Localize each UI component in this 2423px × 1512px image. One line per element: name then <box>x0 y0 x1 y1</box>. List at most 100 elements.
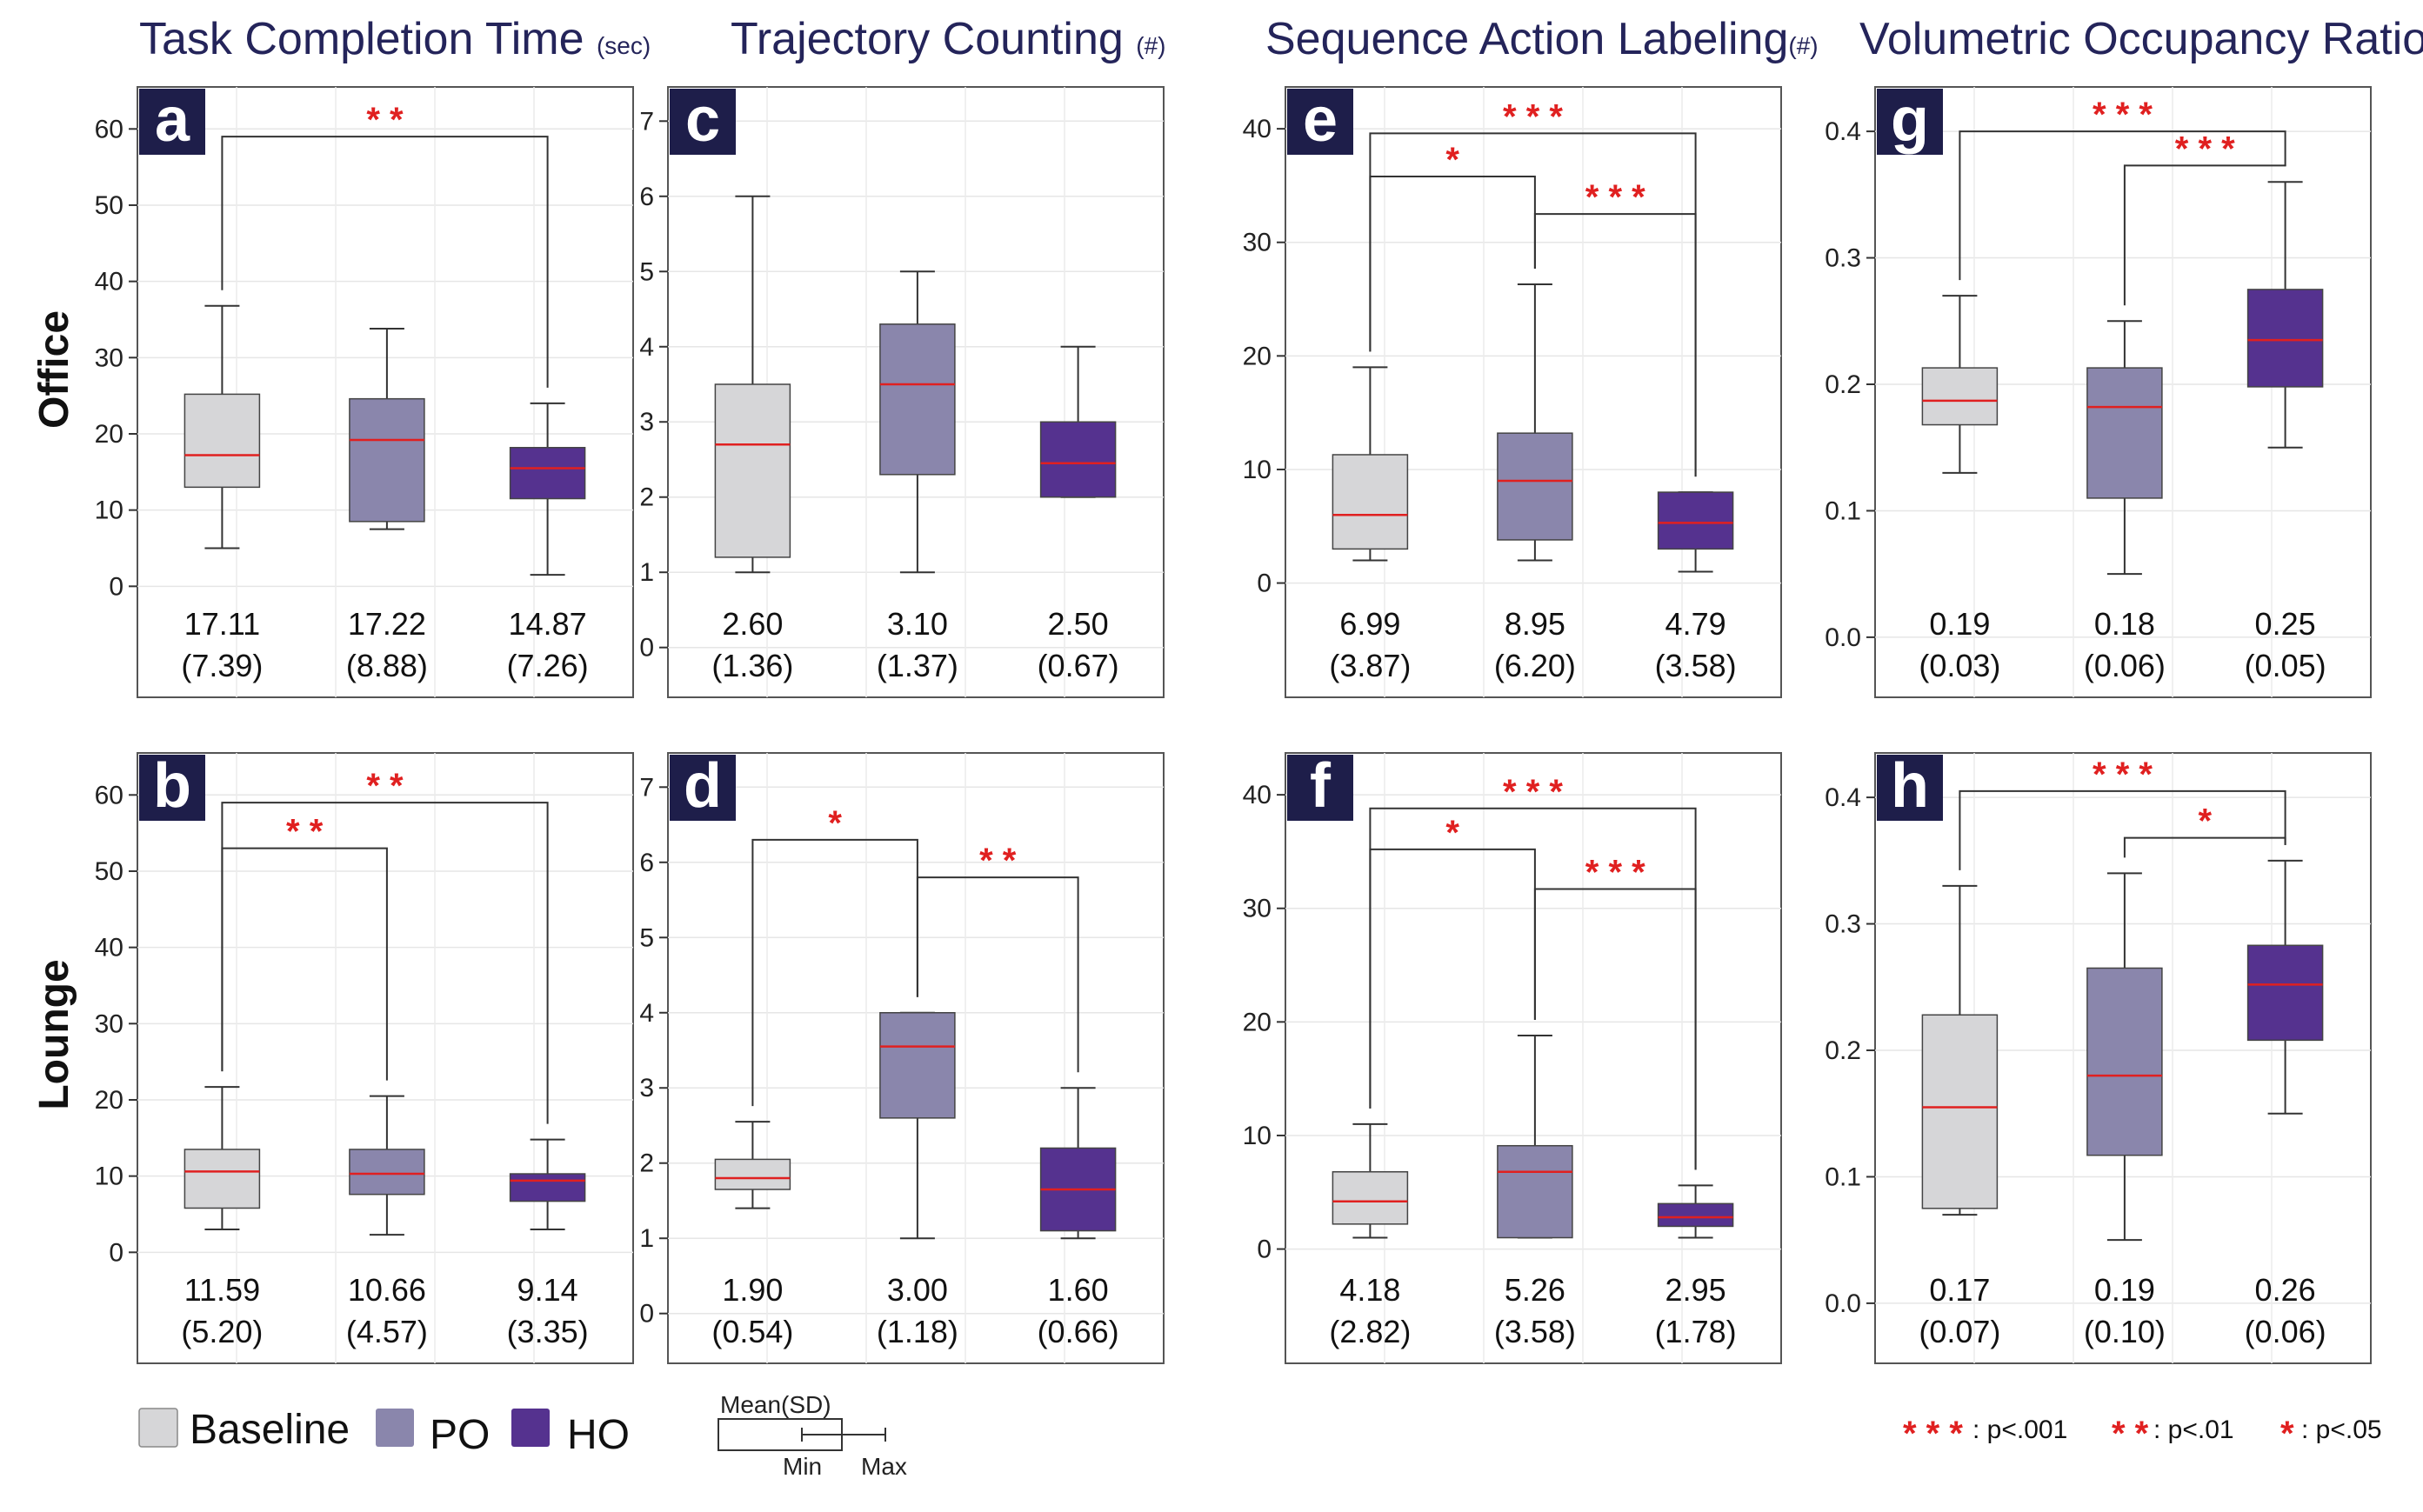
legend-label-ho: HO <box>567 1412 630 1458</box>
mean-value: 0.19 <box>2094 1272 2155 1308</box>
bracket-line <box>221 847 388 1081</box>
panel-badge <box>1877 89 1943 155</box>
panel-badge <box>139 89 205 155</box>
sd-value: (5.20) <box>181 1314 263 1349</box>
panel-letter: f <box>1310 751 1332 821</box>
panel-letter: b <box>153 751 191 821</box>
box-iqr <box>1921 1014 1999 1209</box>
box-ho: 1.60 (0.66) <box>1038 1087 1119 1349</box>
y-tick-label: 30 <box>1243 895 1272 923</box>
box-iqr <box>879 1012 956 1119</box>
box-iqr <box>1921 367 1999 426</box>
panel-badge <box>670 755 736 821</box>
sig-stars: * * * <box>1503 97 1563 136</box>
mean-value: 9.14 <box>517 1272 578 1308</box>
panel-letter: c <box>685 85 720 155</box>
mean-value: 0.19 <box>1929 606 1990 642</box>
y-tick-label: 0.4 <box>1825 117 1861 146</box>
sig-stars: * <box>1445 141 1459 179</box>
bracket-line <box>1959 789 2286 870</box>
sd-value: (4.57) <box>346 1314 428 1349</box>
box-baseline: 4.18 (2.82) <box>1329 1122 1411 1349</box>
sig-stars: * * * <box>1585 854 1645 892</box>
sd-value: (3.35) <box>507 1314 589 1349</box>
box-iqr <box>509 447 586 500</box>
y-tick-label: 40 <box>1243 781 1272 809</box>
y-tick-label: 0.2 <box>1825 1036 1861 1065</box>
y-tick-label: 0 <box>1257 1236 1272 1264</box>
sd-value: (0.10) <box>2084 1314 2166 1349</box>
box-ho: 0.25 (0.05) <box>2245 181 2326 683</box>
y-tick-label: 20 <box>95 420 123 449</box>
bracket-line <box>221 136 549 388</box>
sd-value: (0.54) <box>711 1314 793 1349</box>
y-tick-label: 6 <box>639 849 654 877</box>
row-label-lounge: Lounge <box>31 959 77 1109</box>
box-iqr <box>714 1158 791 1190</box>
sd-value: (7.26) <box>507 648 589 683</box>
box-po: 3.10 (1.37) <box>877 270 958 683</box>
box-po: 3.00 (1.18) <box>877 1011 958 1349</box>
box-baseline: 17.11 (7.39) <box>181 304 263 683</box>
mean-value: 17.11 <box>184 606 260 642</box>
sd-value: (1.18) <box>877 1314 958 1349</box>
y-tick-label: 40 <box>95 934 123 962</box>
y-tick-label: 10 <box>95 496 123 525</box>
col-title-sequence: Sequence Action Labeling(#) <box>1265 14 1819 64</box>
panel-h: 0.0 0.1 0.2 0.3 0.4 0.17 (0.07) 0.19 (0.10) 0.26 (… <box>1825 751 2372 1364</box>
sd-value: (0.06) <box>2245 1314 2326 1349</box>
y-tick-label: 20 <box>95 1086 123 1115</box>
y-tick-label: 5 <box>639 923 654 952</box>
y-tick-label: 1 <box>639 1224 654 1253</box>
panel-c: 0 1 2 3 4 5 6 7 2.60 (1.36) 3.10 (1.37) 2.50 (0.67) c <box>639 85 1165 698</box>
y-tick-label: 10 <box>95 1162 123 1191</box>
y-tick-label: 40 <box>95 268 123 296</box>
sig-stars: * * <box>366 101 404 139</box>
box-ho: 9.14 (3.35) <box>507 1138 589 1349</box>
sig-label-01: : p<.01 <box>2153 1415 2234 1444</box>
mean-value: 0.17 <box>1929 1272 1990 1308</box>
box-iqr <box>349 1149 425 1196</box>
box-ho: 14.87 (7.26) <box>507 402 589 683</box>
box-iqr <box>2086 367 2163 499</box>
mean-value: 11.59 <box>184 1272 260 1308</box>
y-tick-label: 30 <box>1243 229 1272 257</box>
panel-badge <box>139 755 205 821</box>
y-tick-label: 0.3 <box>1825 244 1861 273</box>
y-tick-label: 4 <box>639 333 654 362</box>
box-po: 8.95 (6.20) <box>1494 283 1576 683</box>
y-tick-label: 0.0 <box>1825 1289 1861 1318</box>
bracket-line <box>2123 836 2286 858</box>
box-iqr <box>1332 454 1409 550</box>
box-baseline: 1.90 (0.54) <box>711 1121 793 1349</box>
row-label-office: Office <box>31 310 77 429</box>
box-po: 5.26 (3.58) <box>1494 1035 1576 1349</box>
col-title-volumetric: Volumetric Occupancy Ratio <box>1859 14 2423 64</box>
sd-value: (0.66) <box>1038 1314 1119 1349</box>
sd-value: (6.20) <box>1494 648 1576 683</box>
box-po: 0.19 (0.10) <box>2084 872 2166 1349</box>
y-tick-label: 30 <box>95 343 123 372</box>
y-tick-label: 0 <box>109 572 123 601</box>
significance-legend: * * * : p<.001 * * : p<.01 * : p<.05 <box>1903 1415 2382 1453</box>
y-tick-label: 0.0 <box>1825 623 1861 652</box>
legend-swatch-baseline <box>138 1408 178 1448</box>
col-title-trajectory: Trajectory Counting (#) <box>731 14 1166 64</box>
sd-value: (1.36) <box>711 648 793 683</box>
box-ho: 2.50 (0.67) <box>1038 345 1119 683</box>
box-iqr <box>184 393 261 489</box>
sig-stars: * * * <box>1503 773 1563 811</box>
sig-bracket: * * * <box>1533 854 1697 1170</box>
box-baseline: 0.19 (0.03) <box>1919 295 2000 683</box>
y-tick-label: 10 <box>1243 456 1272 484</box>
mean-value: 6.99 <box>1339 606 1400 642</box>
y-tick-label: 40 <box>1243 115 1272 143</box>
sd-value: (7.39) <box>181 648 263 683</box>
mean-value: 4.18 <box>1339 1272 1400 1308</box>
y-tick-label: 50 <box>95 857 123 886</box>
mean-value: 3.10 <box>887 606 948 642</box>
panel-b: 0 10 20 30 40 50 60 11.59 (5.20) 10.66 (4.57) 9.14 (… <box>95 751 634 1364</box>
y-tick-label: 0 <box>639 634 654 663</box>
y-tick-label: 60 <box>95 781 123 809</box>
mean-value: 1.90 <box>722 1272 783 1308</box>
